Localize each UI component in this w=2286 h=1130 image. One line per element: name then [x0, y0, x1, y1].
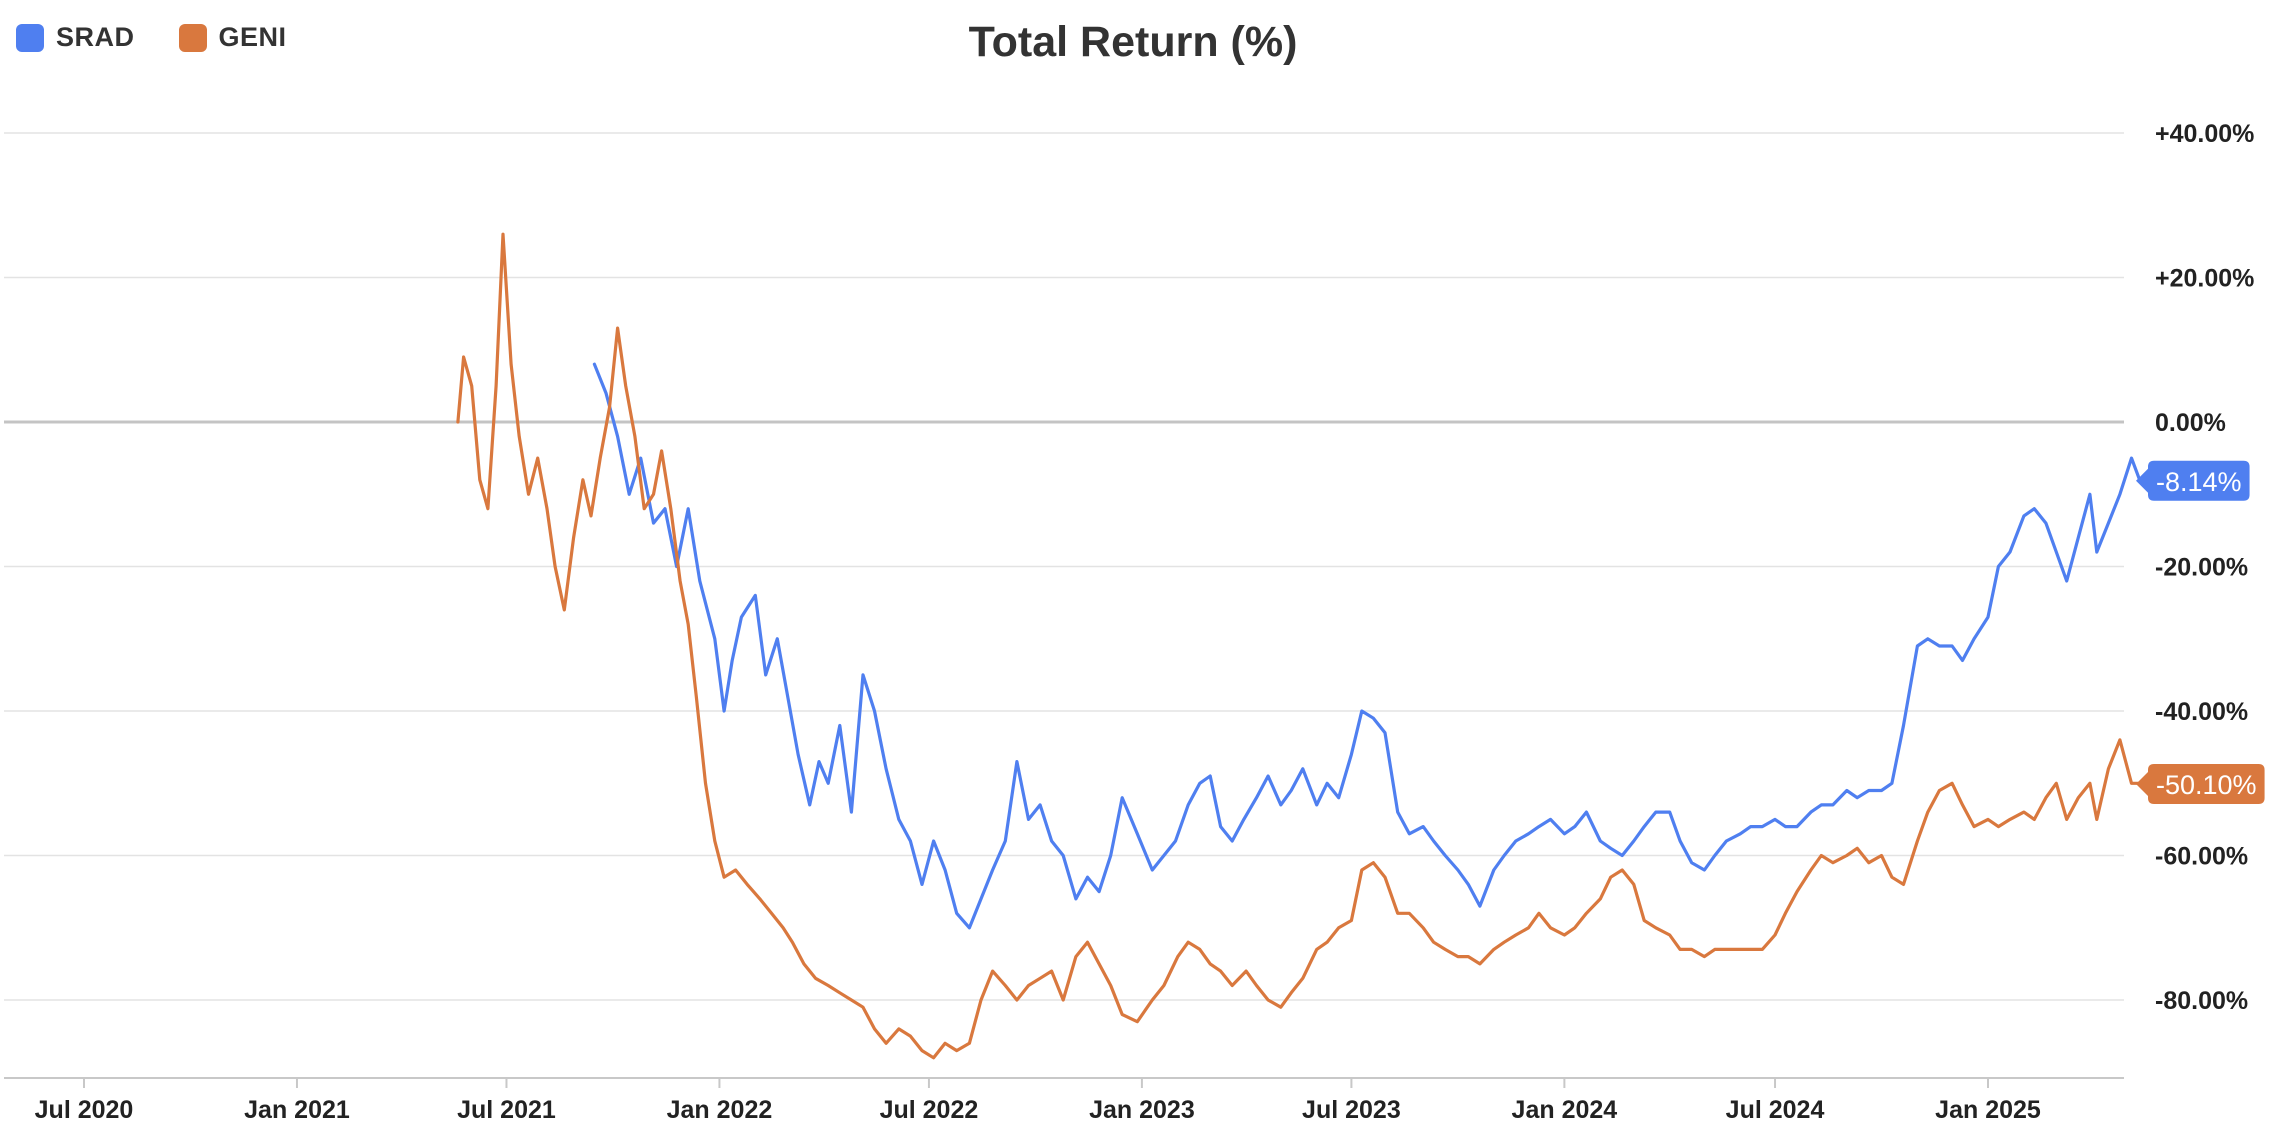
x-tick-label: Jan 2024 [1512, 1096, 1618, 1124]
y-tick-label: -60.00% [2155, 843, 2248, 871]
x-tick-label: Jul 2022 [880, 1096, 979, 1124]
chart-legend: SRAD GENI [16, 22, 287, 53]
x-tick-label: Jul 2023 [1302, 1096, 1401, 1124]
y-tick-label: -20.00% [2155, 554, 2248, 582]
y-tick-label: -40.00% [2155, 698, 2248, 726]
x-tick-label: Jan 2023 [1089, 1096, 1195, 1124]
y-tick-label: 0.00% [2155, 409, 2226, 437]
legend-item-geni[interactable]: GENI [178, 22, 287, 53]
x-tick-label: Jul 2021 [457, 1096, 556, 1124]
legend-swatch-srad [16, 23, 44, 52]
x-tick-label: Jul 2024 [1726, 1096, 1825, 1124]
end-label-geni: -50.10% [2136, 763, 2265, 804]
legend-swatch-geni [178, 23, 207, 52]
end-label-srad: -8.14% [2136, 460, 2250, 501]
legend-label-geni: GENI [218, 22, 287, 52]
chart-title: Total Return (%) [968, 18, 1298, 66]
y-tick-label: +20.00% [2155, 265, 2254, 293]
end-label-badge [2136, 763, 2265, 804]
series-line-srad[interactable] [592, 362, 2142, 930]
x-tick-label: Jul 2020 [35, 1096, 134, 1124]
end-label-text: -50.10% [2156, 770, 2257, 800]
series-line-geni[interactable] [456, 232, 2142, 1060]
x-tick-label: Jan 2022 [667, 1096, 773, 1124]
end-label-text: -8.14% [2156, 467, 2242, 497]
y-tick-label: -80.00% [2155, 987, 2248, 1015]
legend-label-srad: SRAD [56, 22, 135, 52]
x-tick-label: Jan 2025 [1935, 1096, 2041, 1124]
x-tick-label: Jan 2021 [244, 1096, 350, 1124]
legend-item-srad[interactable]: SRAD [16, 22, 135, 53]
y-tick-label: +40.00% [2155, 120, 2254, 148]
end-label-badge [2136, 460, 2250, 501]
